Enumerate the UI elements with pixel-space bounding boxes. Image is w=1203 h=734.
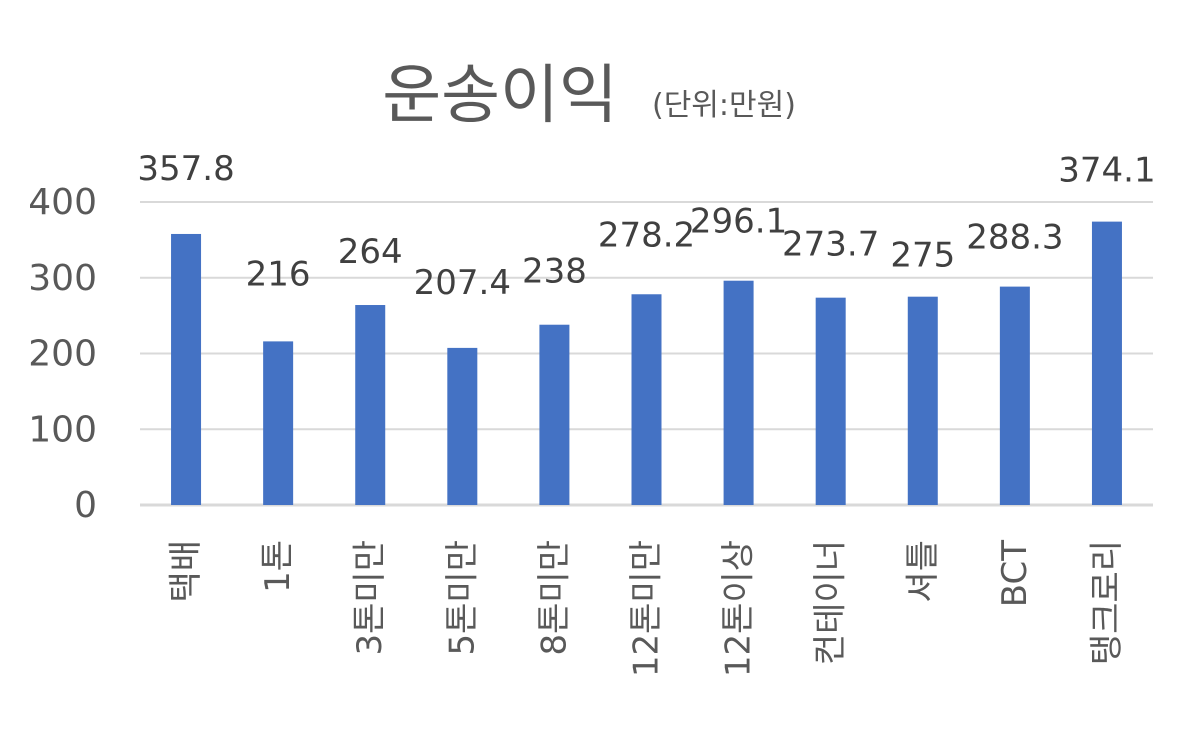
data-label: 288.3 bbox=[966, 218, 1063, 258]
data-label: 296.1 bbox=[690, 202, 787, 242]
bar bbox=[1091, 221, 1122, 505]
data-label: 207.4 bbox=[414, 263, 511, 303]
chart-subtitle: (단위:만원) bbox=[652, 88, 796, 123]
bar bbox=[355, 305, 386, 505]
bar bbox=[999, 286, 1030, 505]
data-label: 273.7 bbox=[782, 225, 879, 265]
y-tick-label: 0 bbox=[74, 485, 97, 526]
data-label: 278.2 bbox=[598, 215, 695, 255]
data-label: 275 bbox=[890, 236, 955, 276]
x-tick-label: 탱크로리 bbox=[1087, 540, 1127, 665]
bar bbox=[815, 297, 846, 505]
bar bbox=[907, 296, 938, 505]
data-label: 216 bbox=[246, 254, 311, 294]
x-tick-label: 셔틀 bbox=[903, 540, 943, 603]
bar bbox=[723, 280, 754, 505]
bar bbox=[447, 347, 478, 505]
data-label: 357.8 bbox=[137, 149, 234, 189]
bar bbox=[539, 324, 570, 505]
x-tick-label: 5톤미만 bbox=[442, 540, 482, 655]
y-tick-label: 200 bbox=[28, 334, 97, 375]
bar bbox=[263, 341, 294, 505]
x-tick-label: 12톤이상 bbox=[719, 540, 759, 677]
data-label: 264 bbox=[338, 232, 403, 272]
x-tick-label: 택배 bbox=[166, 540, 206, 603]
x-tick-label: BCT bbox=[995, 540, 1035, 607]
x-axis-labels: 택배 1톤 3톤미만 5톤미만 8톤미만 12톤미만 12톤이상 컨테이너 셔틀 BCT 탱크로리 bbox=[166, 540, 1127, 677]
bar bbox=[171, 233, 202, 506]
y-tick-label: 400 bbox=[28, 182, 97, 223]
bars bbox=[171, 221, 1122, 506]
x-tick-label: 1톤 bbox=[258, 540, 298, 593]
chart-title: 운송이익 bbox=[382, 59, 618, 133]
x-tick-label: 8톤미만 bbox=[534, 540, 574, 655]
data-label: 374.1 bbox=[1058, 151, 1155, 191]
y-axis-ticks: 0 100 200 300 400 bbox=[28, 182, 97, 526]
x-tick-label: 컨테이너 bbox=[811, 540, 851, 665]
x-tick-label: 12톤미만 bbox=[627, 540, 667, 677]
y-tick-label: 100 bbox=[28, 409, 97, 450]
x-tick-label: 3톤미만 bbox=[350, 540, 390, 655]
bar bbox=[631, 294, 662, 505]
data-label: 238 bbox=[522, 252, 587, 292]
y-tick-label: 300 bbox=[28, 258, 97, 299]
